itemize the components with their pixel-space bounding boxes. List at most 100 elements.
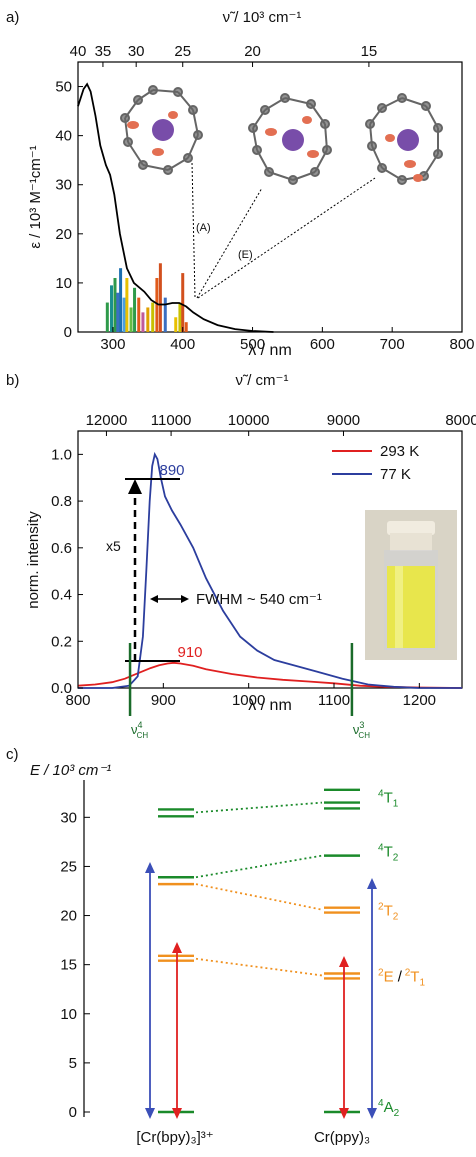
emission-line-293k [77,661,463,689]
state-label-0: 4T1 [378,789,399,810]
panel-c: c) E / 10³ cm⁻¹ 0 5 10 15 20 25 30 4T1 4T2 2T2 2E… [6,746,425,1146]
bpy-emission-arrow-head-bottom [172,1108,182,1119]
transition-arrows [145,862,377,1119]
connector-1 [195,854,323,879]
ppy-absorption-arrow-head-top [367,878,377,889]
transition-bar-9 [137,297,141,332]
panel-c-y-axis-label: E / 10³ cm⁻¹ [30,762,111,779]
panel-a-y-ticks: 0 10 20 30 40 50 [55,79,83,341]
peak-label-293k: 910 [177,644,202,661]
y-tick-label: 0.4 [51,587,72,604]
connector-0 [195,801,323,814]
molecule-ground [120,85,203,175]
scale-marker: x5 [106,478,180,662]
top-tick-label: 8000 [445,412,476,429]
legend-label-293k: 293 K [380,443,419,460]
panel-b-y-ticks: 0.0 0.2 0.4 0.6 0.8 1.0 [51,446,83,697]
y-tick-label: 15 [60,957,77,974]
emission-line-77k [78,451,462,689]
transition-bar-0 [105,302,109,332]
guide-line-a [191,161,196,298]
y-tick-label: 30 [55,177,72,194]
transition-bar-2 [113,278,117,332]
y-tick-label: 50 [55,79,72,96]
panel-a-x-ticks: 300 400 500 600 700 800 [100,327,475,353]
absorption-spectrum-line [77,82,274,333]
panel-a-top-axis-label: ν̃ / 10³ cm⁻¹ [223,9,302,26]
transition-bar-10 [141,312,145,332]
ppy-absorption-arrow-head-bottom [367,1108,377,1119]
annotation-e: (E) [238,249,253,261]
transition-bar-7 [129,307,133,332]
x-tick-label: 1000 [232,692,265,709]
y-tick-label: 0.2 [51,633,72,650]
transition-bar-19 [184,322,188,332]
fwhm-arrow-left [150,595,158,603]
top-tick-label: 20 [244,43,261,60]
fwhm-marker: FWHM ~ 540 cm⁻¹ [150,591,322,608]
y-tick-label: 0 [69,1104,77,1121]
panel-b-top-axis-label: ν̃ / cm⁻¹ [236,372,289,389]
bpy-absorption-arrow-head-top [145,862,155,873]
vibronic-mark-label: ν4 CH [131,720,148,740]
panel-b-legend: 293 K 77 K [332,443,419,483]
x-tick-label: 600 [310,336,335,353]
state-label-3: 2E / 2T1 [378,967,425,988]
transition-bar-3 [116,292,120,332]
energy-levels [158,788,360,1114]
panel-a: a) ν̃ / 10³ cm⁻¹ 40 35 30 25 20 15 [6,9,475,359]
level-connectors [195,801,323,977]
peak-label-77k: 890 [159,462,184,479]
y-tick-label: 20 [60,908,77,925]
column-label-ppy: Cr(ppy)₃ [314,1129,370,1146]
sample-cuvette-photo [365,510,457,660]
state-label-2: 2T2 [378,902,399,923]
state-labels: 4T1 4T2 2T2 2E / 2T1 4A2 [378,789,425,1119]
transition-bar-17 [178,302,182,332]
transition-bar-4 [119,268,123,332]
panel-b-x-axis-label: λ / nm [248,697,292,714]
y-tick-label: 5 [69,1055,77,1072]
bpy-absorption-arrow-head-bottom [145,1108,155,1119]
top-tick-label: 12000 [86,412,128,429]
guide-line-b [196,187,263,299]
transition-bar-14 [158,263,162,332]
panel-a-series [77,82,274,333]
connector-3 [195,957,323,977]
ppy-emission-arrow-head-bottom [339,1108,349,1119]
y-tick-label: 0 [64,324,72,341]
top-tick-label: 40 [70,43,87,60]
top-tick-label: 11000 [151,412,192,429]
state-label-1: 4T2 [378,843,399,864]
y-tick-label: 10 [55,275,72,292]
y-tick-label: 0.8 [51,493,72,510]
panel-b-letter: b) [6,372,19,389]
state-label-4: 4A2 [378,1098,400,1119]
transition-bar-18 [181,273,185,332]
top-tick-label: 35 [95,43,112,60]
x-tick-label: 800 [449,336,474,353]
panel-b-plot-frame [77,430,463,689]
top-tick-label: 9000 [327,412,360,429]
guide-line-c [197,177,376,299]
scale-label: x5 [106,538,121,554]
molecule-structures [120,85,443,185]
x-tick-label: 400 [170,336,195,353]
panel-a-x-axis-label: λ / nm [248,342,292,359]
x-tick-label: 1200 [403,692,436,709]
panel-b: b) ν̃ / cm⁻¹ 12000 11000 10000 9000 8000 x5 [6,372,476,740]
transition-bar-13 [155,278,159,332]
transition-bar-5 [122,297,126,332]
connector-2 [195,883,323,911]
y-tick-label: 40 [55,128,72,145]
y-tick-label: 0.0 [51,680,72,697]
y-tick-label: 30 [60,809,77,826]
x-tick-label: 300 [100,336,125,353]
transition-bar-15 [163,297,167,332]
column-label-bpy: [Cr(bpy)₃]³⁺ [136,1129,213,1146]
panel-c-letter: c) [6,746,19,763]
top-tick-label: 25 [174,43,191,60]
panel-b-y-axis-label: norm. intensity [25,511,42,609]
transition-bar-1 [110,285,114,332]
